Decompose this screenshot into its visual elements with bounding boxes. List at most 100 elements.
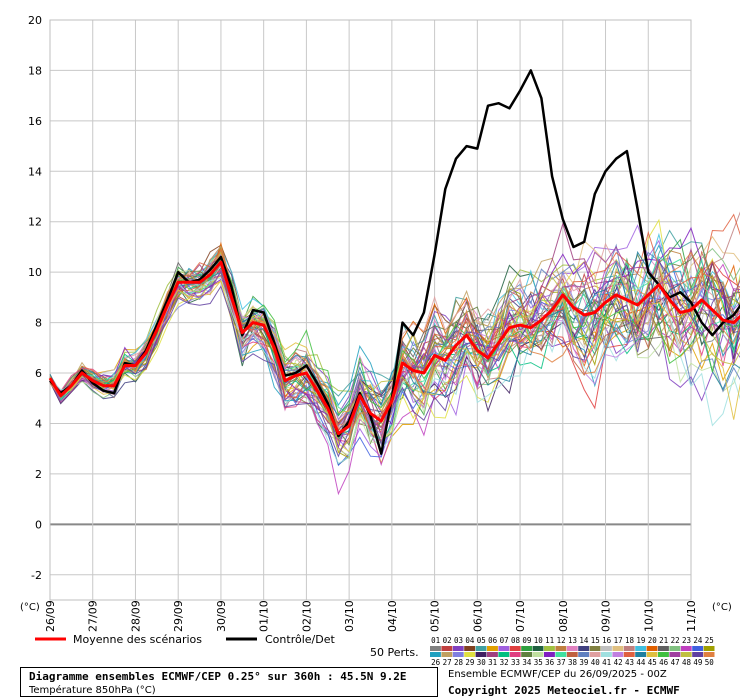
x-tick-label: 11/10 — [685, 600, 698, 632]
x-tick-label: 27/09 — [87, 600, 100, 632]
member-legend-swatch — [601, 646, 612, 651]
ensemble-run-info: Ensemble ECMWF/CEP du 26/09/2025 - 00Z — [448, 669, 667, 680]
x-tick-label: 07/10 — [514, 600, 527, 632]
member-legend-swatch — [680, 646, 692, 651]
member-legend-swatch — [680, 652, 692, 657]
member-legend-swatch — [487, 652, 498, 657]
member-legend-swatch — [635, 652, 647, 657]
member-legend-label: 07 — [500, 636, 509, 645]
member-line — [49, 218, 740, 453]
member-legend-swatch — [589, 652, 601, 657]
member-legend-label: 26 — [431, 658, 441, 667]
member-legend-label: 28 — [454, 658, 464, 667]
member-legend-swatch — [464, 646, 476, 651]
y-tick-label: 2 — [35, 468, 42, 481]
member-legend-swatch — [487, 646, 498, 651]
member-legend-swatch — [669, 646, 681, 651]
y-unit-left: (°C) — [20, 602, 40, 613]
member-legend-swatch — [532, 652, 544, 657]
member-legend-label: 43 — [625, 658, 634, 667]
member-legend-swatch — [601, 652, 612, 657]
member-legend-swatch — [430, 646, 441, 651]
member-legend-label: 29 — [465, 658, 474, 667]
member-legend-label: 50 — [705, 658, 715, 667]
member-legend-label: 13 — [568, 636, 577, 645]
legend-mean-label: Moyenne des scénarios — [73, 633, 202, 646]
member-legend-label: 06 — [488, 636, 498, 645]
member-legend-swatch — [521, 652, 533, 657]
member-legend-swatch — [669, 652, 681, 657]
member-legend-label: 17 — [614, 636, 623, 645]
member-legend-swatch — [623, 652, 635, 657]
control-series-line — [49, 69, 740, 455]
member-legend-swatch — [475, 652, 487, 657]
x-tick-label: 08/10 — [557, 600, 570, 632]
member-line — [49, 253, 740, 435]
member-legend-swatch — [452, 652, 464, 657]
member-legend-label: 46 — [659, 658, 669, 667]
x-tick-label: 05/10 — [429, 600, 442, 632]
member-legend-label: 04 — [465, 636, 475, 645]
member-legend-label: 19 — [636, 636, 645, 645]
member-legend-label: 22 — [671, 636, 680, 645]
member-legend-swatch — [521, 646, 533, 651]
main-series — [48, 69, 740, 455]
member-legend-swatch — [566, 652, 578, 657]
member-legend-label: 36 — [545, 658, 555, 667]
y-tick-label: 18 — [28, 64, 42, 77]
member-legend-label: 03 — [454, 636, 463, 645]
member-legend-label: 49 — [693, 658, 702, 667]
x-axis-ticks: 26/09 27/09 28/09 29/09 30/09 01/10 02/10 03/10… — [44, 600, 698, 632]
member-legend-swatch — [566, 646, 578, 651]
copyright: Copyright 2025 Meteociel.fr - ECMWF — [448, 684, 680, 697]
x-tick-label: 30/09 — [215, 600, 228, 632]
member-legend-label: 25 — [705, 636, 714, 645]
y-tick-label: 0 — [35, 518, 42, 531]
plot-background — [50, 20, 691, 600]
member-legend-swatch — [544, 652, 555, 657]
member-legend-label: 30 — [477, 658, 487, 667]
y-axis-ticks: -2 0 2 4 6 8 10 12 14 16 18 20 — [28, 14, 42, 582]
member-legend-swatch — [452, 646, 464, 651]
member-legend-label: 47 — [671, 658, 680, 667]
member-legend-label: 45 — [648, 658, 657, 667]
member-legend-swatch — [441, 646, 453, 651]
x-tick-label: 09/10 — [600, 600, 613, 632]
chart-title: Diagramme ensembles ECMWF/CEP 0.25° sur … — [29, 670, 407, 683]
member-legend-swatch — [589, 646, 601, 651]
y-unit-right: (°C) — [712, 602, 732, 613]
y-tick-label: 6 — [35, 367, 42, 380]
member-legend-swatch — [498, 652, 510, 657]
member-legend-swatch — [612, 646, 624, 651]
member-legend-label: 10 — [534, 636, 544, 645]
chart-subtitle: Température 850hPa (°C) — [29, 685, 156, 696]
member-legend-label: 20 — [648, 636, 658, 645]
member-legend-label: 32 — [500, 658, 509, 667]
member-legend-label: 11 — [545, 636, 554, 645]
member-legend-swatch — [635, 646, 647, 651]
member-legend-label: 24 — [693, 636, 703, 645]
member-legend-swatch — [475, 646, 487, 651]
y-tick-label: 16 — [28, 115, 42, 128]
member-legend-swatch — [555, 646, 567, 651]
x-tick-label: 28/09 — [129, 600, 142, 632]
member-legend-label: 34 — [522, 658, 532, 667]
member-legend-swatch — [692, 646, 704, 651]
y-tick-label: 10 — [28, 266, 42, 279]
member-legend-label: 27 — [443, 658, 452, 667]
member-legend-swatch — [646, 646, 658, 651]
member-legend-label: 14 — [579, 636, 589, 645]
member-legend-swatch — [544, 646, 555, 651]
x-tick-label: 03/10 — [343, 600, 356, 632]
y-tick-label: 4 — [35, 417, 42, 430]
member-legend-swatch — [532, 646, 544, 651]
member-legend: 01 02 03 04 05 06 07 08 09 10 11 12 13 14 15 16 17 18 19 20… — [430, 636, 715, 667]
member-legend-swatch — [612, 652, 624, 657]
y-tick-label: 20 — [28, 14, 42, 27]
member-legend-label: 31 — [488, 658, 497, 667]
member-legend-label: 05 — [477, 636, 486, 645]
member-legend-label: 21 — [659, 636, 668, 645]
member-legend-swatch — [623, 646, 635, 651]
member-legend-label: 48 — [682, 658, 692, 667]
